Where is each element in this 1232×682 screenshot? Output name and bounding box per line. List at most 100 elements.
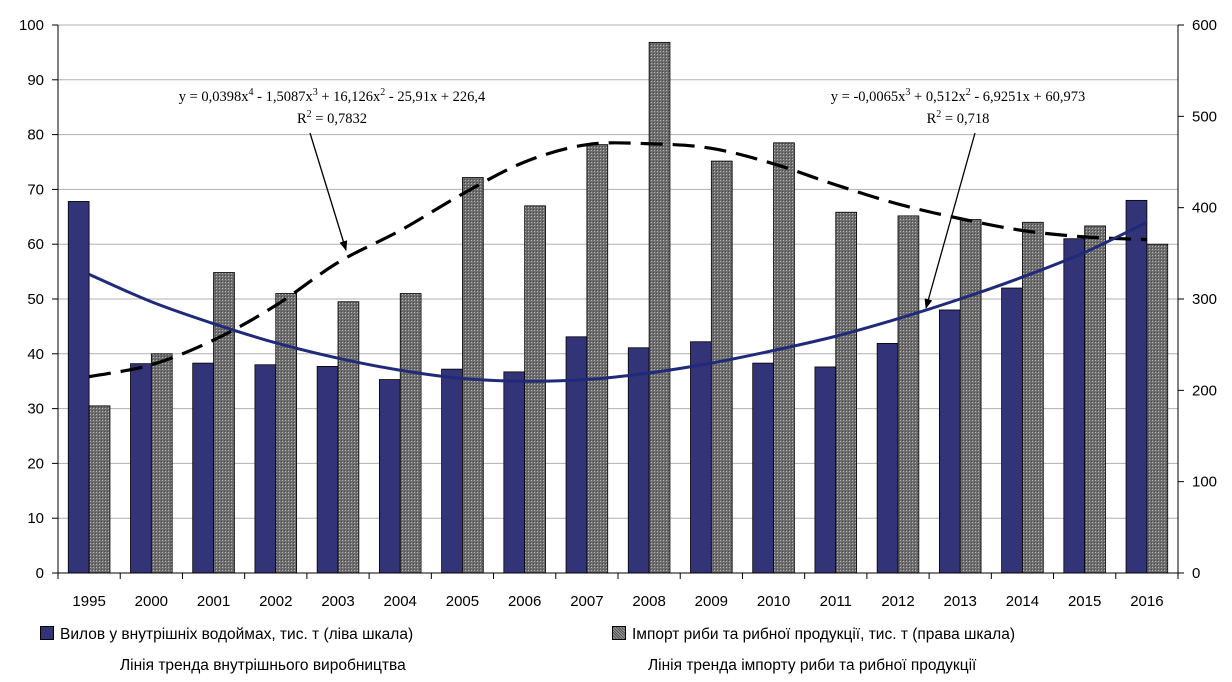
legend-item-import: Імпорт риби та рибної продукції, тис. т … [612,626,1015,644]
x-tick-label: 2009 [695,593,728,610]
equation-part: y = -0,0065x [831,89,906,105]
equation-part: R [297,111,307,127]
x-tick-label: 2013 [944,593,977,610]
superscript: 3 [905,87,910,98]
bar-import [648,41,671,574]
bar-import [213,272,235,574]
trend-caption-import: Лінія тренда імпорту риби та рибної прод… [648,657,977,674]
y-right-tick-label: 300 [1192,291,1217,308]
x-tick-label: 2003 [321,593,354,610]
gridlines [58,24,1178,519]
axes [52,24,1184,579]
y-left-tick-label: 30 [27,401,44,418]
bar-catch [565,336,588,574]
bar-import [462,177,484,574]
equation-part: + 0,512x [910,89,966,105]
bar-import [337,301,360,574]
y-left-tick-label: 60 [27,236,44,253]
superscript: 2 [936,109,941,120]
bar-catch [876,342,899,574]
bar-catch [752,362,774,574]
equation-part: y = 0,0398x [179,89,250,105]
bar-catch [378,379,401,574]
legend-swatch-catch [40,626,54,640]
x-tick-label: 2011 [820,593,852,610]
superscript: 2 [307,109,312,120]
x-tick-label: 2010 [757,593,790,610]
equation-import-trend: y = 0,0398x4 - 1,5087x3 + 16,126x2 - 25,… [179,87,486,105]
trendline-catch [88,220,1148,383]
bar-catch [503,371,526,574]
y-left-tick-label: 50 [27,291,44,308]
superscript: 2 [966,87,971,98]
bar-import [399,293,422,574]
y-right-tick-label: 100 [1192,474,1217,491]
x-tick-label: 2004 [384,593,417,610]
bar-import [1146,243,1169,574]
y-right-tick-label: 0 [1192,565,1200,582]
y-left-tick-label: 0 [36,565,44,582]
superscript: 2 [380,87,385,98]
bar-import [150,353,173,574]
legend-label-catch: Вилов у внутрішніх водоймах, тис. т (лів… [60,626,414,643]
bar-catch [254,364,277,574]
catch-bars [67,199,1148,574]
bar-import [835,211,858,574]
superscript: 4 [249,87,254,98]
equation-part: = 0,7832 [312,111,367,127]
trendlines [88,141,1148,383]
superscript: 3 [313,87,318,98]
legend-item-catch: Вилов у внутрішніх водоймах, тис. т (лів… [40,626,413,644]
equation-part: - 1,5087x [254,89,314,105]
bar-catch [1125,199,1148,574]
tick-labels: 0 10 20 30 40 50 60 70 80 90 100 0 100 200 300 400 500 60… [19,17,1217,610]
bar-catch [814,366,837,574]
x-tick-label: 2014 [1006,593,1039,610]
x-tick-label: 2001 [197,593,230,610]
x-tick-label: 2016 [1130,593,1163,610]
bar-import [1084,225,1106,574]
bar-import [710,160,733,574]
y-right-tick-label: 200 [1192,382,1217,399]
y-left-tick-label: 90 [27,72,44,89]
bar-import [524,205,546,574]
equation-part: - 25,91x + 226,4 [385,89,486,105]
x-tick-label: 2002 [259,593,292,610]
x-tick-label: 1995 [72,593,105,610]
x-tick-label: 2005 [446,593,479,610]
y-right-tick-label: 400 [1192,200,1217,217]
legend-swatch-import [612,626,626,640]
r2-import-trend: R2 = 0,7832 [297,109,367,127]
legend-label-import: Імпорт риби та рибної продукції, тис. т … [632,626,1016,643]
equation-part: + 16,126x [318,89,381,105]
trendline-import [88,141,1147,379]
x-tick-label: 2006 [508,593,541,610]
bar-catch [690,341,712,574]
y-left-tick-label: 70 [27,181,44,198]
bar-import [586,144,609,574]
equation-part: R [927,111,937,127]
bar-catch [1063,238,1086,574]
arrow-import-trend [309,132,348,251]
bar-catch [130,363,152,574]
y-left-tick-label: 10 [27,510,44,527]
bar-catch [627,347,650,574]
y-left-tick-label: 80 [27,127,44,144]
bar-catch [938,309,961,574]
trend-annotations: y = 0,0398x4 - 1,5087x3 + 16,126x2 - 25,… [179,87,1086,309]
x-tick-label: 2008 [632,593,665,610]
bar-import [959,219,982,574]
arrow-catch-trend [924,132,976,309]
bar-import [773,142,795,574]
bar-catch [192,362,214,574]
y-left-tick-label: 100 [19,17,44,34]
x-tick-label: 2007 [570,593,603,610]
y-left-tick-label: 20 [27,455,44,472]
equation-part: - 6,9251x + 60,973 [971,89,1086,105]
r2-catch-trend: R2 = 0,718 [927,109,990,127]
bar-catch [316,366,339,574]
bar-import [88,405,111,574]
bar-catch [1001,287,1023,574]
x-tick-label: 2000 [135,593,168,610]
import-bars [88,41,1169,574]
